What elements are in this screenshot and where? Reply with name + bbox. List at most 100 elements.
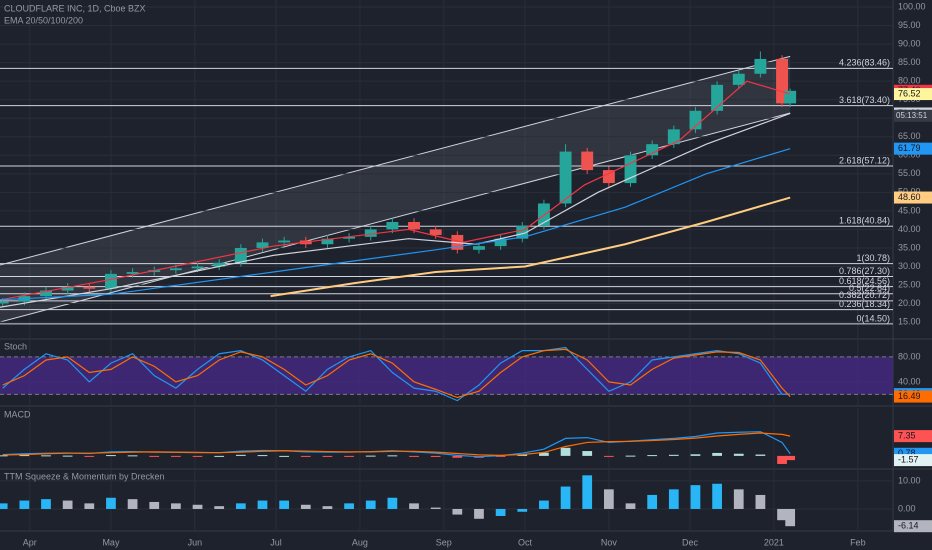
x-tick-label: Dec — [682, 537, 699, 547]
histogram-bar — [690, 454, 701, 456]
histogram-bar — [171, 503, 181, 509]
histogram-bar — [712, 452, 722, 456]
price-tag — [894, 430, 932, 443]
series-line — [2, 348, 791, 399]
axis: Apr May Jun Jul Aug Sep Oct Nov Dec 2021 Feb 4.236(… — [23, 1, 932, 547]
histogram-bar — [84, 455, 95, 457]
candle-body — [559, 151, 572, 204]
histogram-bar — [582, 475, 593, 509]
y-tick-label: 30.00 — [898, 261, 921, 271]
histogram-bar — [668, 489, 679, 509]
fib-label: 0.786(27.30) — [839, 266, 890, 276]
fib-label: 0.618(24.56) — [839, 276, 890, 286]
candle-body — [667, 129, 680, 145]
histogram-bar — [0, 455, 8, 457]
grid — [0, 0, 932, 532]
candle-body — [169, 268, 182, 271]
x-tick-label: Nov — [601, 537, 618, 547]
candle-body — [776, 58, 789, 104]
fib-label: 4.236(83.46) — [839, 58, 890, 68]
candle-body — [234, 247, 247, 263]
fib-label: 1(30.78) — [856, 253, 890, 263]
histogram-bar — [582, 451, 593, 456]
price-tag-label: 48.60 — [898, 192, 921, 202]
chart-subtitle: EMA 20/50/100/200 — [4, 15, 83, 25]
candle-body — [689, 110, 702, 130]
candle-body — [784, 90, 797, 104]
histogram-bar — [777, 455, 787, 464]
y-tick-label: 55.00 — [898, 168, 921, 178]
y-tick-label: 20.00 — [898, 298, 921, 308]
histogram-bar — [539, 452, 549, 456]
x-tick-label: Sep — [436, 537, 452, 547]
y-tick-label: 45.00 — [898, 205, 921, 215]
y-tick-label: 40.00 — [898, 224, 921, 234]
y-tick-label: 35.00 — [898, 242, 921, 252]
histogram-bar — [517, 454, 528, 456]
histogram-bar — [495, 455, 506, 457]
price-tag-label: 76.52 — [898, 88, 921, 98]
histogram-bar — [409, 455, 419, 457]
price-tag — [894, 520, 932, 533]
histogram-bar — [560, 447, 571, 456]
histogram-bar — [344, 455, 354, 457]
histogram-bar — [785, 455, 796, 461]
histogram-bar — [777, 508, 787, 521]
y-tick-label: 95.00 — [898, 20, 921, 30]
histogram-bar — [322, 455, 333, 457]
histogram-bar — [785, 508, 796, 527]
candle-body — [516, 225, 529, 239]
fib-label: 0.236(18.34) — [839, 299, 890, 309]
panel-title: MACD — [4, 409, 31, 419]
histogram-bar — [409, 503, 419, 509]
fib-label: 0.5(22.64) — [849, 283, 890, 293]
histogram-bar — [387, 497, 398, 509]
histogram-bar — [625, 503, 636, 509]
plot — [0, 51, 797, 527]
histogram-bar — [127, 455, 138, 457]
candle-body — [732, 73, 745, 85]
histogram-bar — [430, 507, 441, 509]
candle-body — [473, 246, 485, 250]
histogram-bar — [603, 489, 614, 509]
histogram-bar — [149, 501, 160, 509]
x-tick-label: 2021 — [764, 537, 784, 547]
panel-title: TTM Squeeze & Momentum by Drecken — [4, 471, 165, 481]
histogram-bar — [192, 504, 203, 509]
x-tick-label: Aug — [352, 537, 368, 547]
histogram-bar — [214, 455, 225, 457]
x-tick-label: Jul — [270, 537, 282, 547]
candle-body — [646, 144, 659, 156]
chart-title: CLOUDFLARE INC, 1D, Cboe BZX — [4, 3, 146, 13]
histogram-bar — [235, 503, 246, 509]
histogram-bar — [755, 494, 766, 509]
candle-body — [429, 229, 442, 235]
price-tag — [894, 390, 932, 403]
histogram-bar — [668, 454, 679, 456]
histogram-bar — [62, 500, 73, 509]
price-tag-label: 0.78 — [898, 448, 916, 458]
histogram-bar — [733, 489, 744, 509]
y-tick-label: 10.00 — [898, 475, 921, 485]
x-tick-label: May — [102, 537, 120, 547]
y-tick-label: 80.00 — [898, 76, 921, 86]
histogram-bar — [171, 455, 181, 457]
price-tag-label: 16.49 — [898, 391, 921, 401]
channel-fill — [0, 56, 791, 323]
series-line — [2, 346, 791, 402]
fib-label: 1.618(40.84) — [839, 216, 890, 226]
series-line — [2, 432, 791, 456]
price-tag-label: 7.35 — [898, 430, 916, 440]
candle-body — [40, 290, 52, 297]
candle-body — [364, 229, 377, 237]
histogram-bar — [365, 500, 376, 509]
histogram-bar — [300, 455, 311, 457]
price-tag — [894, 454, 932, 467]
y-tick-label: 40.00 — [898, 376, 921, 386]
histogram-bar — [214, 506, 225, 509]
histogram-bar — [365, 455, 376, 457]
histogram-bar — [257, 500, 268, 509]
histogram-bar — [647, 455, 658, 457]
histogram-bar — [257, 455, 268, 457]
fib-label: 2.618(57.12) — [839, 155, 890, 165]
